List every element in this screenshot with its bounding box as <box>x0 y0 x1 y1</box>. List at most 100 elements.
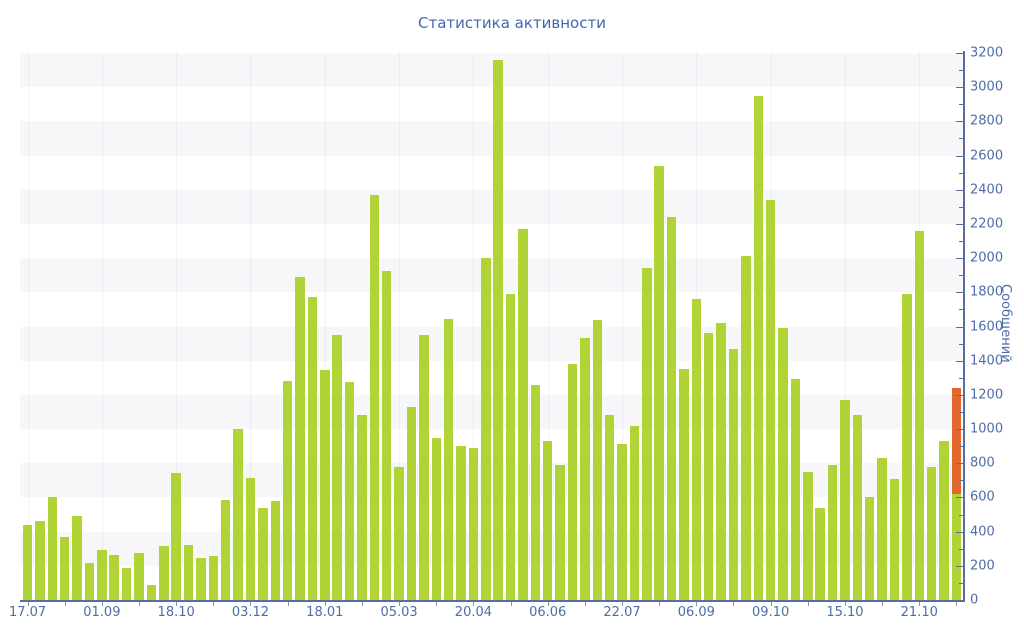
vertical-gridline <box>27 53 29 600</box>
activity-bar[interactable] <box>505 294 516 600</box>
activity-bar[interactable] <box>22 524 33 600</box>
activity-bar[interactable] <box>443 318 454 600</box>
activity-bar[interactable] <box>654 165 664 600</box>
activity-bar[interactable] <box>827 464 838 600</box>
activity-bar[interactable] <box>617 444 627 600</box>
activity-bar[interactable] <box>171 472 181 600</box>
activity-bar[interactable] <box>456 446 466 600</box>
y-axis-tick <box>956 463 963 465</box>
activity-bar[interactable] <box>84 563 95 600</box>
activity-bar[interactable] <box>35 521 45 600</box>
y-axis-tick <box>959 104 963 106</box>
activity-bar[interactable] <box>716 323 726 600</box>
activity-bar[interactable] <box>790 379 801 600</box>
activity-bar[interactable] <box>258 507 268 600</box>
x-axis-tick <box>807 602 809 606</box>
activity-bar[interactable] <box>97 549 107 600</box>
activity-bar[interactable] <box>357 415 367 600</box>
activity-bar[interactable] <box>481 258 491 600</box>
y-axis-tick-label: 1000 <box>970 421 1004 437</box>
activity-bar[interactable] <box>666 217 677 600</box>
activity-bar[interactable] <box>381 270 392 600</box>
activity-bar-current-orange-segment[interactable] <box>951 388 962 494</box>
activity-bar[interactable] <box>233 429 243 600</box>
activity-bar[interactable] <box>518 229 528 600</box>
x-axis-tick <box>213 602 215 606</box>
activity-bar[interactable] <box>765 200 776 600</box>
activity-bar[interactable] <box>344 382 355 600</box>
background-band <box>20 326 963 361</box>
activity-bar[interactable] <box>852 415 863 600</box>
activity-bar-current-green-segment[interactable] <box>951 494 962 600</box>
activity-bar[interactable] <box>629 425 640 600</box>
y-axis-tick-label: 2000 <box>970 250 1004 266</box>
activity-bar[interactable] <box>270 500 280 600</box>
activity-bar[interactable] <box>394 466 404 600</box>
activity-bar[interactable] <box>419 335 429 600</box>
x-axis-tick-label: 17.07 <box>8 605 47 620</box>
activity-bar[interactable] <box>703 333 714 600</box>
activity-bar[interactable] <box>146 585 157 600</box>
activity-bar[interactable] <box>332 335 342 600</box>
activity-bar[interactable] <box>109 554 119 600</box>
activity-bar[interactable] <box>926 466 937 600</box>
x-axis-tick <box>844 602 846 606</box>
y-axis-tick <box>956 53 963 54</box>
activity-bar[interactable] <box>542 441 553 600</box>
activity-bar[interactable] <box>220 500 231 600</box>
activity-bar[interactable] <box>567 364 578 600</box>
activity-bar[interactable] <box>431 437 441 600</box>
x-axis-tick <box>473 602 475 606</box>
activity-bar[interactable] <box>753 95 763 600</box>
activity-bar[interactable] <box>864 497 875 600</box>
activity-bar[interactable] <box>679 369 689 600</box>
y-axis-tick-label: 2800 <box>970 113 1004 129</box>
activity-bar[interactable] <box>72 516 82 600</box>
background-band <box>20 189 963 224</box>
activity-bar[interactable] <box>134 552 144 600</box>
activity-bar[interactable] <box>47 497 58 600</box>
activity-bar[interactable] <box>778 328 788 600</box>
activity-bar[interactable] <box>121 567 132 600</box>
activity-bar[interactable] <box>282 381 293 600</box>
activity-bar[interactable] <box>196 558 206 600</box>
y-axis-tick <box>959 446 963 448</box>
activity-bar[interactable] <box>530 384 541 600</box>
activity-bar[interactable] <box>468 447 479 600</box>
activity-bar[interactable] <box>295 276 305 600</box>
background-band <box>20 258 963 293</box>
activity-bar[interactable] <box>307 296 318 600</box>
y-axis-tick-label: 600 <box>970 489 995 505</box>
activity-bar[interactable] <box>642 268 652 600</box>
activity-bar[interactable] <box>902 294 912 600</box>
activity-bar[interactable] <box>406 406 417 600</box>
activity-bar[interactable] <box>914 230 925 600</box>
activity-bar[interactable] <box>493 59 503 600</box>
x-axis-tick <box>919 602 921 606</box>
activity-bar[interactable] <box>183 545 194 600</box>
x-axis-tick-label: 05.03 <box>380 605 418 620</box>
x-axis-tick-label: 15.10 <box>826 605 864 620</box>
activity-bar[interactable] <box>245 477 256 600</box>
x-axis-tick <box>510 602 512 606</box>
activity-bar[interactable] <box>592 319 602 600</box>
activity-bar[interactable] <box>159 546 169 600</box>
activity-bar[interactable] <box>580 338 590 600</box>
activity-bar[interactable] <box>59 536 70 600</box>
activity-bar[interactable] <box>604 415 615 600</box>
activity-bar[interactable] <box>889 478 900 600</box>
activity-bar[interactable] <box>840 400 850 600</box>
activity-bar[interactable] <box>728 348 739 600</box>
activity-bar[interactable] <box>691 299 702 600</box>
activity-bar[interactable] <box>815 507 825 600</box>
activity-bar[interactable] <box>555 464 565 600</box>
activity-bar[interactable] <box>877 458 887 600</box>
x-axis-tick-label: 20.04 <box>454 605 493 620</box>
activity-bar[interactable] <box>741 256 751 600</box>
activity-bar[interactable] <box>803 471 813 600</box>
activity-bar[interactable] <box>320 370 330 600</box>
activity-bar[interactable] <box>369 194 380 600</box>
activity-bar[interactable] <box>939 441 949 600</box>
activity-bar[interactable] <box>208 556 219 600</box>
y-axis-tick <box>956 394 963 396</box>
